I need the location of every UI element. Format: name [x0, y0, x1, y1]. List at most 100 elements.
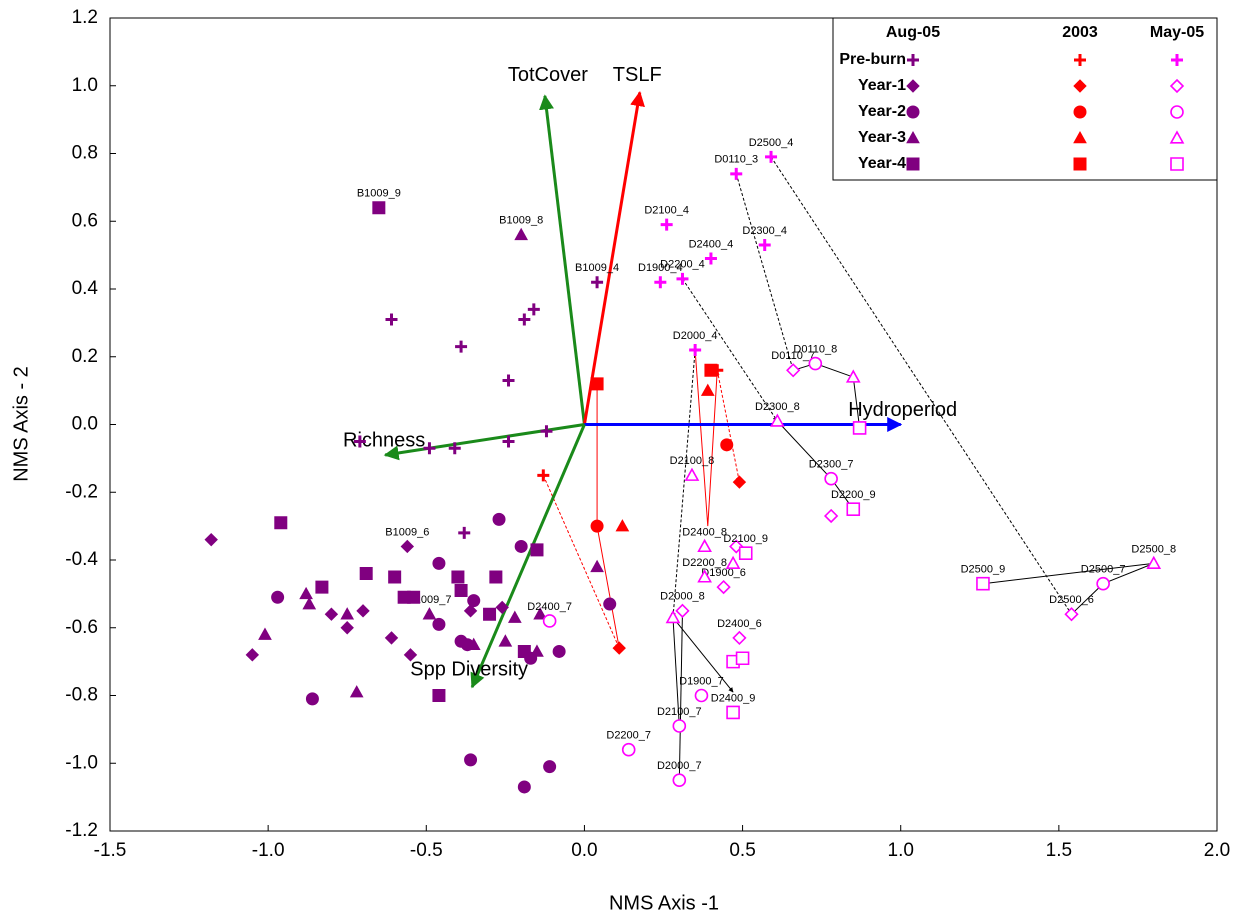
- point: [824, 471, 838, 486]
- y-tick-label: 1.2: [72, 7, 98, 28]
- point: [845, 369, 861, 383]
- x-tick-label: 1.5: [1046, 840, 1072, 861]
- y-tick-label: -1.0: [65, 752, 98, 773]
- legend-marker: [1073, 130, 1087, 144]
- point: [464, 753, 478, 767]
- point: [621, 742, 636, 757]
- point: [590, 519, 604, 533]
- point-label: B1009_8: [499, 215, 543, 227]
- legend-marker: [906, 130, 920, 144]
- point: [359, 567, 373, 581]
- point: [388, 570, 402, 584]
- point: [271, 590, 285, 604]
- point: [305, 692, 319, 706]
- point: [451, 570, 465, 584]
- vector-label: Richness: [343, 429, 425, 451]
- point: [204, 532, 218, 547]
- legend-marker: [907, 54, 919, 66]
- point-label: D2100_7: [657, 706, 702, 718]
- trajectory: [694, 349, 720, 527]
- point: [498, 634, 513, 647]
- vector-label: TotCover: [508, 64, 588, 86]
- point-label: D2300_4: [742, 225, 787, 237]
- point: [1146, 555, 1162, 569]
- point: [732, 475, 747, 489]
- legend-marker: [906, 79, 920, 93]
- point-label: D2300_8: [755, 401, 800, 413]
- point: [654, 276, 667, 289]
- vector-arrow: [470, 423, 586, 689]
- point: [518, 313, 531, 326]
- point: [507, 610, 522, 623]
- point: [502, 374, 515, 387]
- point: [542, 614, 557, 628]
- point: [672, 719, 687, 733]
- point: [324, 607, 339, 621]
- legend-column-label: 2003: [1062, 24, 1098, 41]
- point: [356, 604, 370, 618]
- legend-marker: [1170, 157, 1184, 171]
- point-label: D1900_6: [701, 567, 746, 579]
- point: [530, 644, 544, 657]
- point: [517, 644, 531, 658]
- point: [423, 442, 436, 455]
- trajectory: [672, 617, 682, 727]
- point: [786, 363, 801, 378]
- point-label: D2400_7: [527, 601, 572, 613]
- y-tick-label: -0.4: [65, 549, 98, 570]
- point: [758, 238, 771, 251]
- point: [660, 218, 673, 231]
- point: [517, 780, 531, 794]
- point: [765, 150, 778, 163]
- point: [684, 467, 700, 481]
- point: [385, 313, 398, 326]
- point: [689, 343, 702, 356]
- point: [463, 604, 478, 618]
- point-label: D2400_9: [711, 692, 756, 704]
- point-label: D1900_4: [638, 262, 683, 274]
- point: [676, 272, 689, 285]
- point: [735, 651, 750, 666]
- point: [527, 303, 540, 316]
- point-label: D2500_6: [1049, 594, 1094, 606]
- point-label: D1900_7: [679, 675, 724, 687]
- point: [432, 617, 446, 631]
- point: [852, 421, 867, 435]
- point: [340, 621, 354, 635]
- point-label: D2500_9: [961, 564, 1006, 576]
- point: [537, 469, 550, 482]
- point: [725, 555, 741, 569]
- point-label: B1009_6: [385, 526, 429, 538]
- point: [665, 609, 681, 624]
- point: [697, 538, 712, 553]
- point: [302, 597, 317, 610]
- trajectory: [793, 362, 862, 429]
- point: [675, 603, 690, 618]
- vector-label: TSLF: [613, 64, 662, 86]
- point: [1064, 607, 1079, 622]
- point: [540, 425, 553, 438]
- point: [603, 597, 617, 611]
- point: [700, 383, 715, 396]
- point-label: D2200_4: [660, 259, 705, 271]
- point: [454, 583, 468, 597]
- legend-marker: [1171, 54, 1183, 66]
- point: [400, 539, 415, 554]
- point: [590, 377, 604, 391]
- point: [591, 276, 604, 289]
- point: [492, 512, 506, 526]
- trajectory: [735, 173, 795, 371]
- point: [530, 543, 544, 557]
- x-tick-label: 2.0: [1204, 840, 1230, 861]
- point: [353, 435, 366, 448]
- point: [403, 648, 418, 662]
- point: [738, 546, 753, 561]
- point-label: D2500_7: [1081, 564, 1126, 576]
- legend-marker: [1169, 130, 1185, 144]
- point-label: B1009_4: [575, 262, 619, 274]
- y-tick-label: 0.6: [72, 210, 98, 231]
- legend-marker: [1073, 105, 1087, 119]
- point: [315, 580, 329, 594]
- point: [245, 648, 260, 662]
